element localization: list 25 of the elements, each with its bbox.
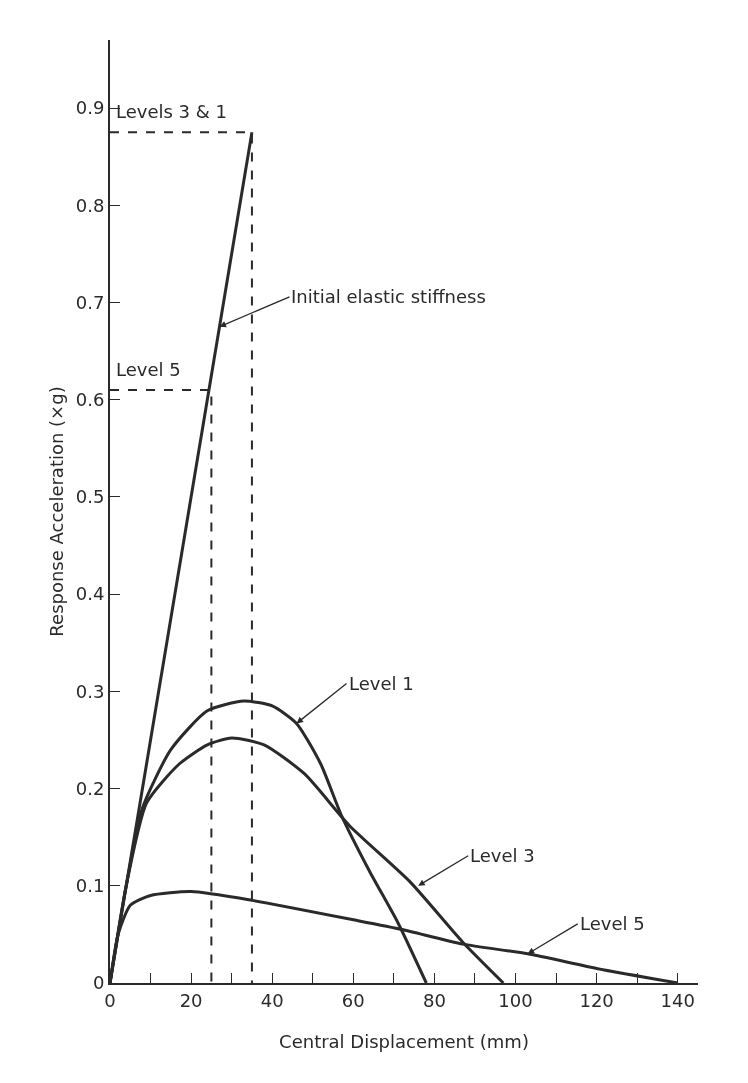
x-tick-label: 100 xyxy=(498,989,533,1011)
x-tick-label: 60 xyxy=(341,989,365,1011)
y-tick-label: 0.1 xyxy=(75,875,105,897)
y-tick-label: 0.5 xyxy=(75,486,105,508)
y-axis-title: Response Acceleration (×g) xyxy=(46,386,67,637)
x-axis-title: Central Displacement (mm) xyxy=(279,1031,529,1052)
x-tick-label: 40 xyxy=(260,989,284,1011)
x-tick-label: 140 xyxy=(660,989,695,1011)
x-tick-label: 120 xyxy=(579,989,614,1011)
annotation: Level 5 xyxy=(116,359,181,380)
y-tick-label: 0.2 xyxy=(75,777,105,799)
y-tick-label: 0.8 xyxy=(75,194,105,216)
y-tick-label: 0.3 xyxy=(75,680,105,702)
annotation: Levels 3 & 1 xyxy=(116,101,227,122)
y-tick-label: 0 xyxy=(92,972,105,994)
y-tick-label: 0.7 xyxy=(75,291,105,313)
annotation: Level 5 xyxy=(580,913,645,934)
x-tick-label: 80 xyxy=(422,989,446,1011)
annotation: Level 1 xyxy=(349,673,414,694)
x-tick-label: 20 xyxy=(179,989,203,1011)
y-tick-label: 0.9 xyxy=(75,97,105,119)
annotation: Level 3 xyxy=(470,845,535,866)
y-tick-label: 0.6 xyxy=(75,389,105,410)
y-tick-label: 0.4 xyxy=(75,583,105,605)
annotation: Initial elastic stiffness xyxy=(291,286,486,307)
